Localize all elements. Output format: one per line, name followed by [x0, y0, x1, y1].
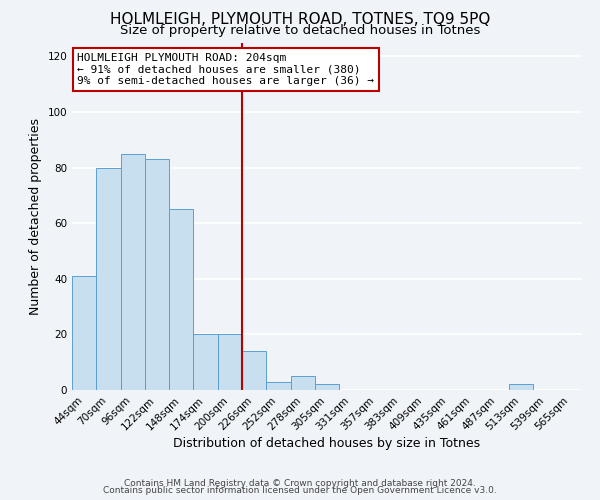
Bar — [121, 154, 145, 390]
Text: HOLMLEIGH, PLYMOUTH ROAD, TOTNES, TQ9 5PQ: HOLMLEIGH, PLYMOUTH ROAD, TOTNES, TQ9 5P… — [110, 12, 490, 28]
Bar — [169, 210, 193, 390]
Bar — [218, 334, 242, 390]
Text: Size of property relative to detached houses in Totnes: Size of property relative to detached ho… — [120, 24, 480, 37]
Text: HOLMLEIGH PLYMOUTH ROAD: 204sqm
← 91% of detached houses are smaller (380)
9% of: HOLMLEIGH PLYMOUTH ROAD: 204sqm ← 91% of… — [77, 53, 374, 86]
Bar — [96, 168, 121, 390]
Bar — [242, 351, 266, 390]
Text: Contains HM Land Registry data © Crown copyright and database right 2024.: Contains HM Land Registry data © Crown c… — [124, 478, 476, 488]
X-axis label: Distribution of detached houses by size in Totnes: Distribution of detached houses by size … — [173, 438, 481, 450]
Text: Contains public sector information licensed under the Open Government Licence v3: Contains public sector information licen… — [103, 486, 497, 495]
Bar — [193, 334, 218, 390]
Bar — [266, 382, 290, 390]
Bar — [145, 160, 169, 390]
Bar — [509, 384, 533, 390]
Bar — [290, 376, 315, 390]
Bar — [315, 384, 339, 390]
Y-axis label: Number of detached properties: Number of detached properties — [29, 118, 42, 315]
Bar — [72, 276, 96, 390]
